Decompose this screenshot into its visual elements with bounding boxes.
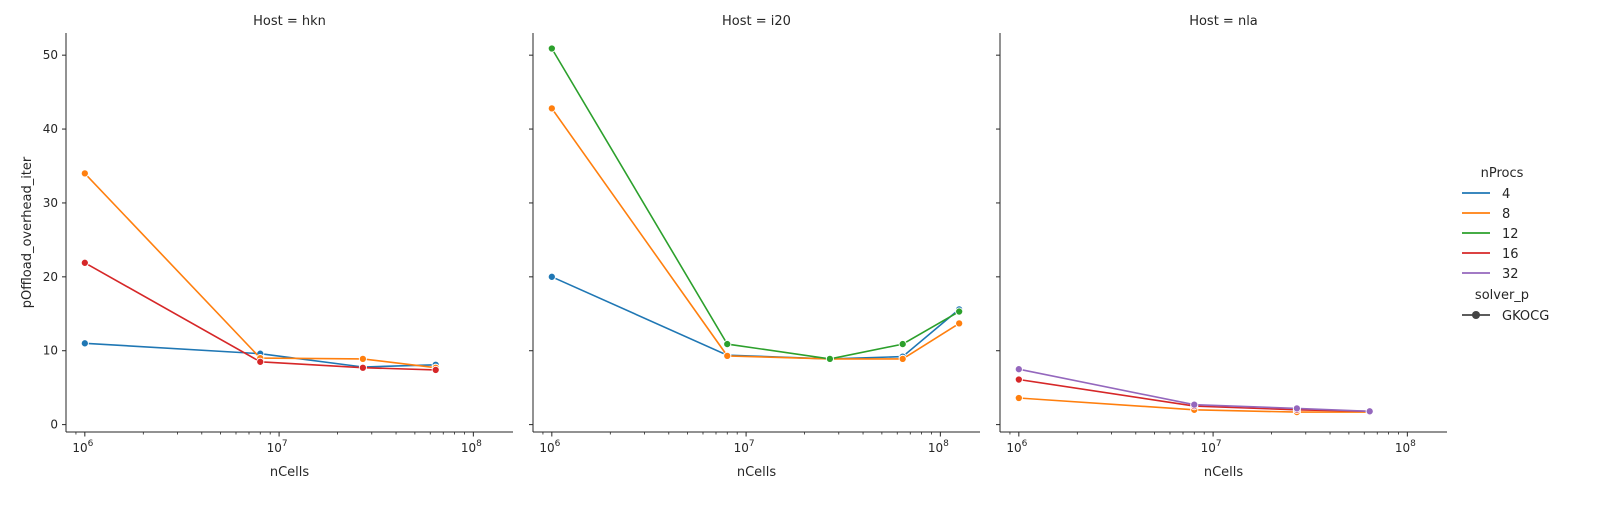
legend-entry-label: 4	[1502, 187, 1510, 202]
y-tick-label: 0	[50, 418, 58, 432]
data-point	[1292, 404, 1301, 413]
panel-3: Host = nla 106 107 108 nCells	[996, 14, 1447, 480]
legend-entry-label: 32	[1502, 267, 1519, 282]
data-point	[723, 340, 732, 349]
series-12	[547, 44, 964, 363]
data-point	[80, 258, 89, 267]
legend-title: nProcs	[1481, 166, 1524, 181]
series-16	[80, 258, 440, 374]
y-tick-label: 40	[43, 122, 58, 136]
x-axis-label: nCells	[1204, 465, 1244, 480]
y-tick-label: 20	[43, 270, 58, 284]
x-tick-label: 107	[734, 439, 755, 455]
data-point	[256, 357, 265, 366]
x-axis-label: nCells	[737, 465, 777, 480]
data-point	[1014, 365, 1023, 374]
series-line	[551, 48, 960, 360]
x-tick-label: 108	[928, 439, 949, 455]
data-point	[431, 365, 440, 374]
series-8	[80, 169, 440, 372]
x-tick-label: 106	[1006, 439, 1027, 455]
data-point	[80, 169, 89, 178]
y-tick-label: 50	[43, 48, 58, 62]
legend-style-marker	[1472, 311, 1480, 319]
data-point	[955, 307, 964, 316]
x-tick-label: 107	[267, 439, 288, 455]
data-point	[723, 351, 732, 360]
data-point	[547, 272, 556, 281]
data-point	[1365, 407, 1374, 416]
legend-style-label: GKOCG	[1502, 309, 1549, 324]
series-line	[1018, 368, 1370, 413]
series-line	[551, 276, 960, 360]
x-tick-label: 107	[1201, 439, 1222, 455]
x-tick-label: 106	[539, 439, 560, 455]
legend-style-title: solver_p	[1475, 288, 1529, 303]
data-point	[358, 363, 367, 372]
data-point	[1014, 375, 1023, 384]
y-tick-label: 30	[43, 196, 58, 210]
series-line	[551, 107, 960, 360]
series-line	[84, 172, 436, 369]
data-point	[1014, 393, 1023, 403]
panel-1: Host = hkn 0 10 20 30 40 50 106 107 108 nCells	[43, 14, 513, 480]
x-tick-label: 106	[72, 439, 93, 455]
legend-entry-label: 12	[1502, 227, 1519, 242]
panel-title: Host = nla	[1189, 14, 1258, 29]
legend: nProcs 4 8 12 16 32 solver_p GKOCG	[1462, 166, 1549, 324]
panel-2: Host = i20 106 107 108 nCells	[529, 14, 980, 480]
panel-title: Host = i20	[722, 14, 791, 29]
legend-entry-label: 8	[1502, 207, 1510, 222]
x-tick-label: 108	[1395, 439, 1416, 455]
series-32	[1014, 365, 1374, 416]
data-point	[825, 354, 834, 363]
data-point	[358, 354, 367, 363]
legend-entry-label: 16	[1502, 247, 1519, 262]
x-tick-label: 108	[461, 439, 482, 455]
series-line	[84, 342, 436, 368]
panel-title: Host = hkn	[253, 14, 326, 29]
series-line	[84, 262, 436, 371]
series-8	[547, 104, 964, 363]
y-axis-label: pOffload_overhead_iter	[20, 156, 35, 308]
series-line	[1018, 397, 1370, 413]
y-tick-label: 10	[43, 344, 58, 358]
data-point	[898, 354, 907, 363]
data-point	[955, 319, 964, 328]
x-axis-label: nCells	[270, 465, 310, 480]
data-point	[1190, 400, 1199, 409]
data-point	[898, 340, 907, 349]
data-point	[547, 44, 556, 53]
data-point	[547, 104, 556, 113]
data-point	[80, 339, 89, 348]
series-4	[547, 272, 964, 363]
